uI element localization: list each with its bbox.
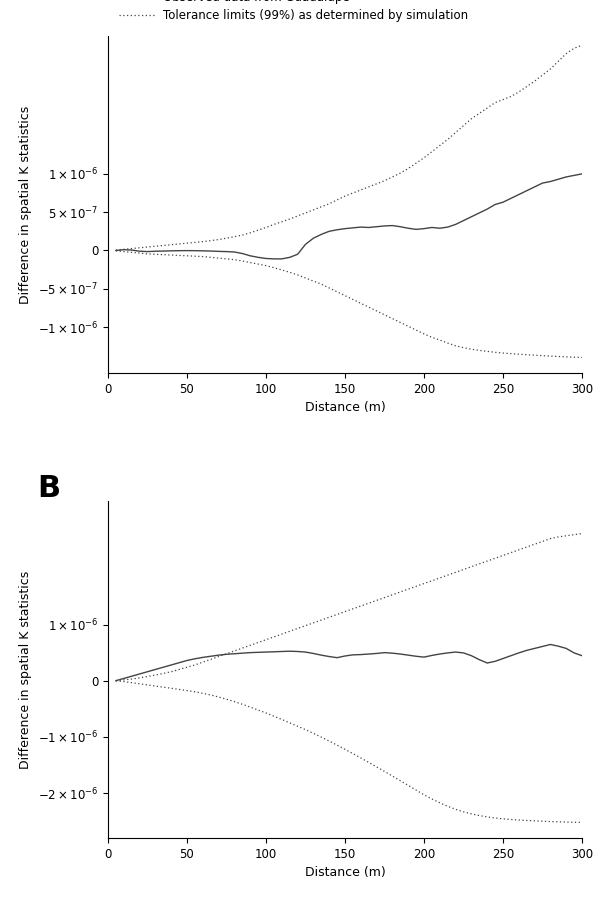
Y-axis label: Difference in spatial K statistics: Difference in spatial K statistics bbox=[19, 570, 32, 769]
Legend: Observed data from Guadalupe, Tolerance limits (99%) as determined by simulation: Observed data from Guadalupe, Tolerance … bbox=[114, 0, 473, 27]
X-axis label: Distance (m): Distance (m) bbox=[305, 401, 385, 414]
X-axis label: Distance (m): Distance (m) bbox=[305, 866, 385, 879]
Text: B: B bbox=[37, 474, 60, 503]
Y-axis label: Difference in spatial K statistics: Difference in spatial K statistics bbox=[19, 105, 32, 304]
